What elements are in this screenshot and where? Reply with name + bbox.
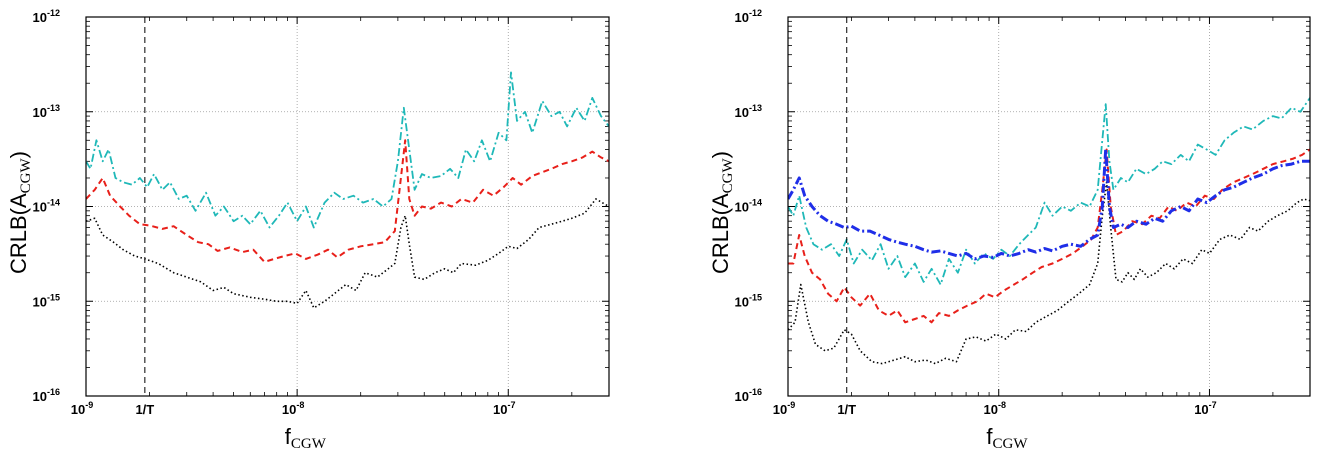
series-line-cyan (788, 97, 1310, 286)
y-tick-label: 10-14 (735, 198, 762, 215)
series-line-cyan (86, 71, 609, 229)
x-tick-label: 10-8 (282, 400, 304, 417)
x-tick-label: 10-7 (1194, 400, 1216, 417)
x-axis-label: fCGW (285, 424, 327, 451)
y-tick-label: 10-14 (33, 198, 60, 215)
y-axis-label: CRLB(ACGW) (6, 151, 34, 274)
y-tick-label: 10-13 (33, 103, 60, 120)
y-tick-label: 10-12 (735, 8, 762, 25)
series-line-black (788, 181, 1310, 365)
y-tick-label: 10-15 (33, 292, 60, 309)
series-line-blue (788, 148, 1310, 261)
vline-label: 1/T (135, 402, 154, 417)
y-tick-label: 10-15 (735, 292, 762, 309)
y-axis-label: CRLB(ACGW) (708, 151, 736, 274)
series-line-black (86, 198, 609, 309)
x-tick-label: 10-7 (493, 400, 515, 417)
y-tick-label: 10-13 (735, 103, 762, 120)
x-axis-label: fCGW (986, 424, 1028, 451)
series-line-red (86, 139, 609, 263)
x-tick-label: 10-9 (71, 400, 93, 417)
y-tick-label: 10-16 (33, 387, 60, 404)
chart-panel-2: 1/T 10-9 10-8 10-7 10-16 10-15 10-14 10-13 10-12… (708, 8, 1311, 451)
x-tick-label: 10-8 (983, 400, 1005, 417)
vline-label: 1/T (837, 402, 856, 417)
y-tick-label: 10-12 (33, 8, 60, 25)
x-tick-label: 10-9 (773, 400, 795, 417)
chart-panel-1: 1/T 10-9 10-8 10-7 10-16 10-15 10-14 10-13 10-12… (6, 8, 610, 451)
y-tick-label: 10-16 (735, 387, 762, 404)
